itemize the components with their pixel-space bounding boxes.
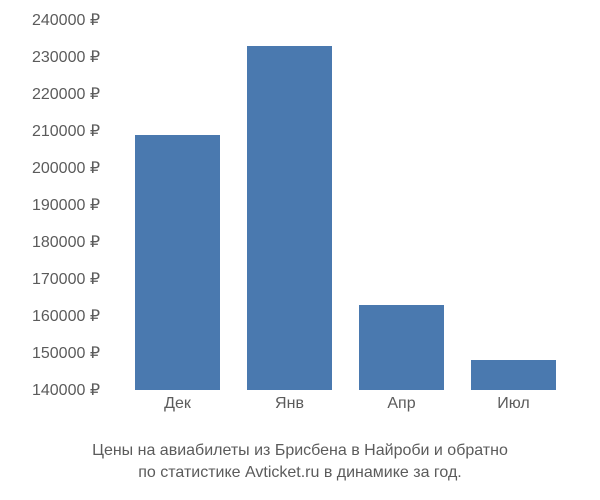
plot-area xyxy=(120,20,570,390)
bar xyxy=(359,305,444,390)
chart-caption: Цены на авиабилеты из Брисбена в Найроби… xyxy=(0,440,600,485)
caption-line-1: Цены на авиабилеты из Брисбена в Найроби… xyxy=(0,440,600,462)
x-tick-label: Дек xyxy=(164,395,191,413)
x-tick-label: Янв xyxy=(275,395,304,413)
bar xyxy=(247,46,332,390)
y-tick-label: 240000 ₽ xyxy=(32,10,100,30)
y-tick-label: 160000 ₽ xyxy=(32,306,100,326)
y-axis: 140000 ₽150000 ₽160000 ₽170000 ₽180000 ₽… xyxy=(0,20,110,390)
x-tick-label: Апр xyxy=(387,395,415,413)
y-tick-label: 190000 ₽ xyxy=(32,195,100,215)
y-tick-label: 230000 ₽ xyxy=(32,47,100,67)
x-tick-label: Июл xyxy=(497,395,529,413)
y-tick-label: 220000 ₽ xyxy=(32,84,100,104)
chart-container: 140000 ₽ 150000 ₽ 160000 ₽ 170000 ₽ 180000 ₽… xyxy=(0,0,600,500)
caption-line-2: по статистике Avticket.ru в динамике за … xyxy=(0,462,600,484)
x-axis: Дек Янв Апр Июл xyxy=(120,395,570,425)
y-tick-label: 140000 ₽ xyxy=(32,380,100,400)
y-tick-label: 150000 ₽ xyxy=(32,343,100,363)
bar xyxy=(471,360,556,390)
y-tick-label: 200000 ₽ xyxy=(32,158,100,178)
y-tick-label: 210000 ₽ xyxy=(32,121,100,141)
y-tick-label: 170000 ₽ xyxy=(32,269,100,289)
bar xyxy=(135,135,220,390)
y-tick-label: 180000 ₽ xyxy=(32,232,100,252)
